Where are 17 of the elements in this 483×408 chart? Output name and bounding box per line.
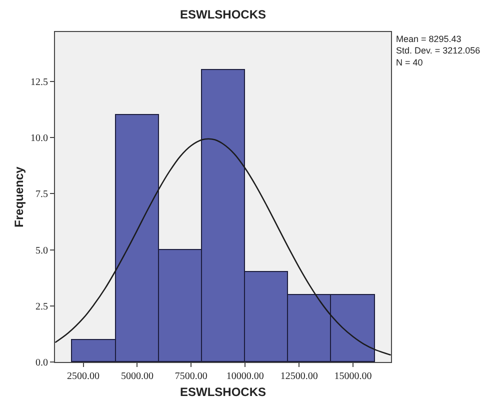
text: Mean = 8295.43 Std. Dev. = 3212.056 N = 40 xyxy=(396,34,480,68)
x-tick-label: 5000.00 xyxy=(120,371,154,382)
y-tick-label: 7.5 xyxy=(36,189,48,200)
y-tick-label: 2.5 xyxy=(36,301,48,312)
y-axis-title: Frequency xyxy=(12,166,26,228)
y-tick-label: 0.0 xyxy=(36,358,48,368)
y-tick-label: 5.0 xyxy=(36,245,48,256)
x-tick-label: 2500.00 xyxy=(67,371,100,382)
x-tick-label: 15000.00 xyxy=(334,371,372,382)
y-tick-label: 10.0 xyxy=(30,133,48,144)
x-axis-title: ESWLSHOCKS xyxy=(180,384,266,399)
x-tick-label: 10000.00 xyxy=(226,371,264,382)
y-tick-label: 12.5 xyxy=(30,76,48,88)
x-tick-label: 7500.00 xyxy=(174,371,208,382)
line-series xyxy=(55,138,391,356)
chart-title: ESWLSHOCKS xyxy=(180,8,266,22)
x-tick-label: 12500.00 xyxy=(280,371,318,382)
